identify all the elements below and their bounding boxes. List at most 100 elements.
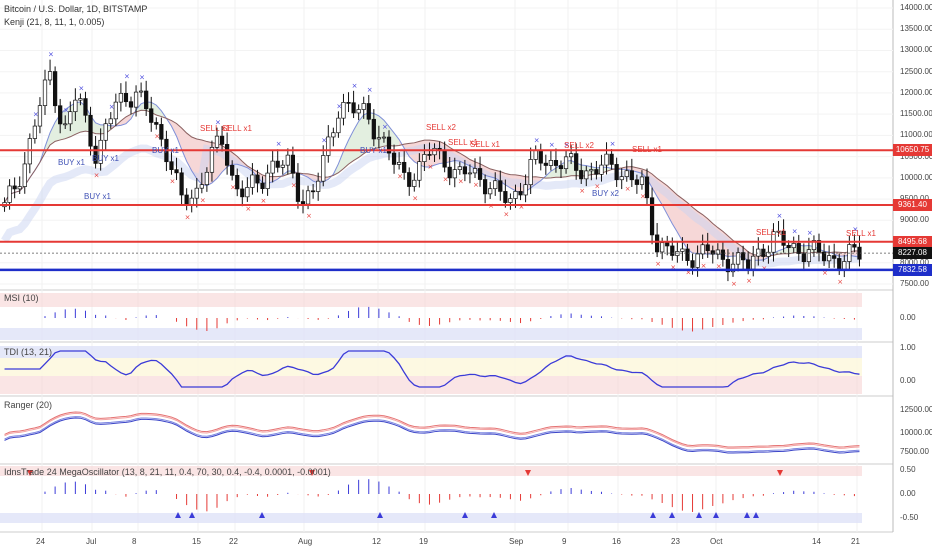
candle <box>88 114 93 147</box>
candle <box>32 125 38 139</box>
candle <box>826 255 832 262</box>
candle <box>619 176 624 181</box>
candle <box>209 147 215 173</box>
osc-buy-arrow <box>669 512 675 518</box>
candle <box>149 108 154 123</box>
candle <box>123 92 129 103</box>
time-axis-label: 19 <box>419 537 428 546</box>
time-axis-label: 9 <box>562 537 567 546</box>
candle <box>680 248 685 252</box>
candle <box>852 244 857 248</box>
pane-axis-label: -0.50 <box>900 513 919 522</box>
price-axis-label: 13000.00 <box>900 45 932 55</box>
osc-buy-arrow <box>713 512 719 518</box>
candle <box>660 242 665 253</box>
candle <box>493 180 498 190</box>
candle <box>730 263 736 273</box>
candle <box>533 150 538 160</box>
candle <box>675 251 680 256</box>
price-axis-label: 9500.00 <box>900 194 929 203</box>
candle <box>563 156 569 170</box>
candle <box>639 176 645 185</box>
buy-signal-label: BUY x1 <box>360 146 387 155</box>
price-axis-label: 11000.00 <box>900 130 932 140</box>
buy-marker: × <box>777 212 783 220</box>
candle <box>396 161 402 165</box>
price-axis-label: 12500.00 <box>900 66 932 76</box>
sell-marker: × <box>291 181 297 189</box>
candle <box>356 109 361 114</box>
candle <box>391 152 397 165</box>
buy-signal-label: BUY x1 <box>84 192 111 201</box>
tdi-lower-zone <box>0 376 862 394</box>
sell-marker: × <box>731 280 737 288</box>
candle <box>649 197 655 236</box>
candle <box>821 251 827 262</box>
candle <box>528 159 533 186</box>
buy-marker: × <box>321 136 327 144</box>
buy-marker: × <box>48 51 54 59</box>
candle <box>366 103 371 120</box>
candle <box>42 79 48 106</box>
candle <box>644 176 650 199</box>
candle <box>295 172 301 202</box>
sell-marker: × <box>397 173 403 181</box>
pane-axis-label: 0.00 <box>900 313 916 322</box>
candle <box>260 182 265 190</box>
sell-marker: × <box>245 205 251 213</box>
candle <box>351 102 356 114</box>
candle <box>63 123 68 126</box>
osc-upper-zone <box>0 466 862 476</box>
candle <box>740 252 746 261</box>
candle <box>447 166 452 179</box>
time-axis-label: 12 <box>372 537 381 546</box>
candle <box>746 259 751 270</box>
candle <box>816 240 822 253</box>
candle <box>589 169 594 172</box>
candle <box>275 160 280 168</box>
candle <box>68 111 73 125</box>
tdi-line <box>4 350 860 388</box>
candle <box>265 172 270 190</box>
price-tag: 8495.68 <box>893 235 932 248</box>
kenji-lower-band <box>1 143 860 268</box>
candle <box>488 188 493 195</box>
price-axis-label: 14000.00 <box>900 3 932 12</box>
candle <box>83 98 88 116</box>
candle <box>37 105 43 127</box>
buy-marker: × <box>549 141 555 149</box>
candle <box>58 105 63 125</box>
time-axis-label: Sep <box>509 537 524 546</box>
candle <box>346 102 351 104</box>
buy-marker: × <box>215 119 221 127</box>
time-axis-label: Aug <box>298 537 313 546</box>
buy-marker: × <box>336 102 342 110</box>
candle <box>361 103 366 110</box>
candle <box>52 71 58 107</box>
pane-axis-label: 0.50 <box>900 465 916 474</box>
candle <box>842 261 847 271</box>
candle <box>811 240 817 251</box>
pane-title: Ranger (20) <box>4 400 53 410</box>
candle <box>776 230 781 233</box>
osc-lower-zone <box>0 513 862 523</box>
buy-marker: × <box>367 86 373 94</box>
candle <box>756 248 761 257</box>
sell-marker: × <box>716 262 722 270</box>
time-axis-label: 21 <box>851 537 860 546</box>
candle <box>78 98 83 101</box>
candle <box>498 180 503 192</box>
pane-title: MSI (10) <box>4 293 39 303</box>
candle <box>584 170 589 180</box>
pane-axis-label: 7500.00 <box>900 447 929 456</box>
candle <box>609 153 614 165</box>
candle <box>457 166 462 170</box>
time-axis-label: 23 <box>671 537 680 546</box>
candle <box>695 253 700 268</box>
candle <box>604 153 609 166</box>
buy-marker: × <box>382 123 388 131</box>
candle <box>690 260 695 268</box>
candle <box>113 101 118 120</box>
sell-marker: × <box>185 213 191 221</box>
